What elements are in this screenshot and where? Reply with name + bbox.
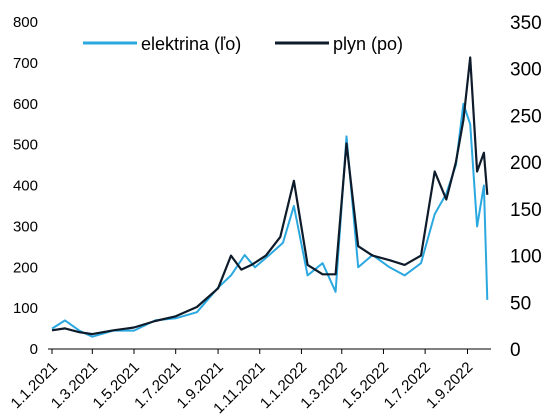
y-left-tick-label: 200 — [13, 259, 38, 276]
y-left-tick-label: 100 — [13, 300, 38, 317]
series-line-plyn — [52, 58, 487, 335]
y-right-tick-label: 250 — [510, 106, 542, 127]
series-line-elektrina — [52, 104, 487, 337]
legend: elektrina (ľo) plyn (po) — [83, 34, 403, 54]
y-right-tick-label: 350 — [510, 13, 542, 34]
y-right-tick-label: 300 — [510, 60, 542, 81]
y-left-tick-label: 400 — [13, 178, 38, 195]
y-left-tick-label: 0 — [30, 341, 38, 358]
y-left-tick-label: 800 — [13, 14, 38, 31]
legend-label-elektrina: elektrina (ľo) — [141, 34, 241, 54]
y-axis-left: 0 100 200 300 400 500 600 700 800 — [13, 14, 38, 358]
y-left-tick-label: 300 — [13, 218, 38, 235]
y-axis-right: 0 50 100 150 200 250 300 350 — [510, 13, 542, 361]
y-right-tick-label: 200 — [510, 153, 542, 174]
x-tick-label: 1.9.2022 — [423, 359, 476, 412]
y-left-tick-label: 500 — [13, 137, 38, 154]
y-right-tick-label: 150 — [510, 200, 542, 221]
y-left-tick-label: 700 — [13, 55, 38, 72]
y-right-tick-label: 50 — [510, 293, 531, 314]
y-right-tick-label: 100 — [510, 247, 542, 268]
series-group — [52, 58, 487, 337]
y-left-tick-label: 600 — [13, 96, 38, 113]
legend-label-plyn: plyn (po) — [333, 34, 403, 54]
y-right-tick-label: 0 — [510, 340, 521, 361]
x-axis: 1.1.20211.3.20211.5.20211.7.20211.9.2021… — [8, 349, 477, 416]
